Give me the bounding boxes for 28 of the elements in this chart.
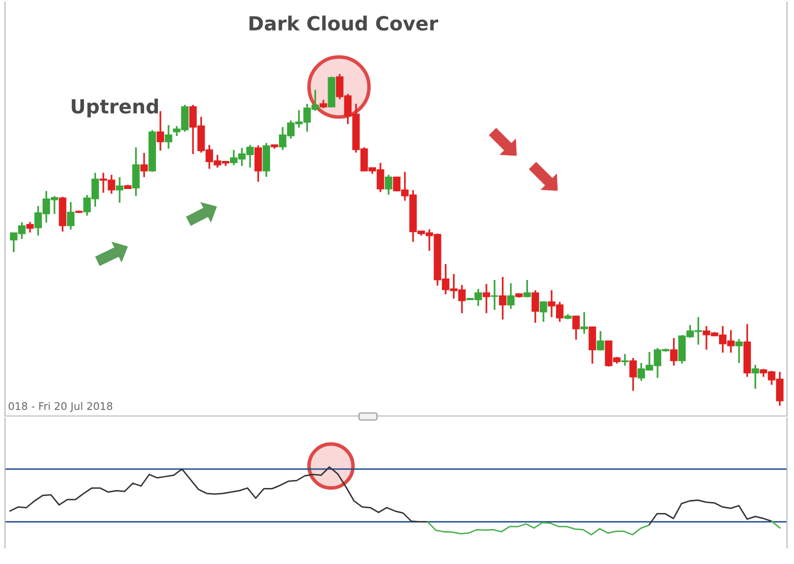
candlestick <box>156 110 164 152</box>
candlestick <box>164 124 172 150</box>
candlestick <box>254 144 262 183</box>
candlestick <box>629 357 637 392</box>
candlestick <box>735 338 743 364</box>
candlestick <box>26 221 34 234</box>
candlestick <box>532 289 540 324</box>
candlestick <box>596 330 604 352</box>
candlestick <box>490 279 498 311</box>
candlestick <box>580 311 588 335</box>
candlestick <box>752 364 760 390</box>
candlestick <box>140 152 148 178</box>
candlestick <box>621 353 629 366</box>
candlestick <box>132 146 140 197</box>
candlestick <box>523 279 531 298</box>
candlestick <box>116 176 124 204</box>
candlestick <box>670 337 678 366</box>
candlestick <box>572 315 580 341</box>
candlestick <box>482 283 490 314</box>
chart-title: Dark Cloud Cover <box>250 16 438 31</box>
candlestick <box>507 282 515 310</box>
candlestick <box>588 326 596 364</box>
annotation: Uptrend <box>72 98 158 118</box>
candlestick <box>540 301 548 323</box>
candlestick <box>384 174 392 196</box>
candlestick <box>67 201 74 230</box>
annotation: 018 - Fri 20 Jul 2018 <box>8 402 112 412</box>
candlestick <box>498 276 506 320</box>
